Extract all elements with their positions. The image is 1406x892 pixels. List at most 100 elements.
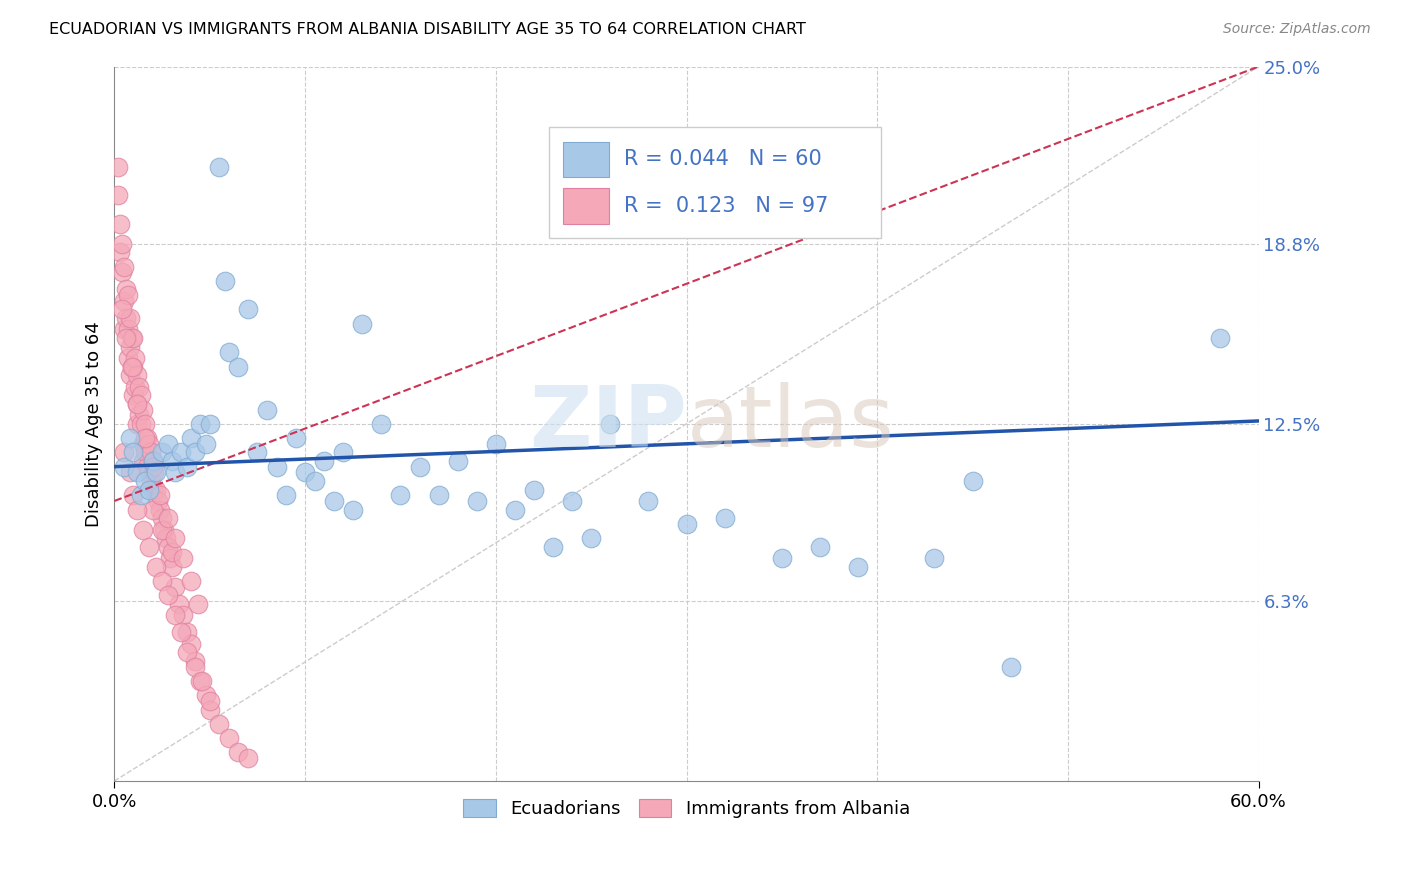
Point [150, 523, 173, 537]
Point [170, 625, 193, 640]
Point [180, 431, 202, 445]
Point [284, 431, 307, 445]
Point [180, 637, 202, 651]
Point [112, 322, 135, 336]
Point [160, 545, 183, 559]
Point [117, 322, 139, 336]
Point [112, 459, 135, 474]
Point [132, 523, 155, 537]
Point [160, 559, 183, 574]
Point [128, 379, 150, 393]
Text: ZIP: ZIP [529, 383, 686, 466]
Point [122, 388, 145, 402]
Point [352, 317, 374, 331]
Point [214, 274, 236, 288]
Point [846, 559, 869, 574]
Point [523, 483, 546, 497]
Point [145, 559, 167, 574]
Point [198, 417, 221, 431]
Point [236, 751, 259, 765]
Point [148, 494, 170, 508]
Point [183, 659, 205, 673]
Point [141, 483, 163, 497]
Point [112, 260, 135, 274]
Point [155, 531, 177, 545]
Point [170, 445, 193, 459]
Point [314, 454, 336, 468]
Point [176, 625, 198, 640]
Point [176, 459, 198, 474]
Point [134, 474, 156, 488]
Point [122, 359, 145, 374]
Point [167, 597, 190, 611]
Point [599, 417, 621, 431]
Point [153, 523, 176, 537]
Point [188, 673, 211, 688]
Point [134, 417, 156, 431]
Point [218, 731, 240, 746]
Point [485, 437, 508, 451]
Point [194, 437, 217, 451]
Point [129, 488, 152, 502]
Point [138, 483, 160, 497]
Point [165, 466, 187, 480]
Point [180, 574, 202, 588]
Point [637, 494, 659, 508]
Point [304, 474, 326, 488]
Point [246, 445, 269, 459]
Point [322, 494, 344, 508]
Point [294, 466, 316, 480]
Point [111, 236, 134, 251]
Point [132, 437, 155, 451]
Point [141, 459, 163, 474]
Point [124, 351, 146, 365]
Point [111, 302, 134, 317]
Point [138, 466, 160, 480]
Point [150, 574, 173, 588]
Point [107, 160, 129, 174]
Point [427, 488, 450, 502]
Point [132, 402, 155, 417]
Point [150, 445, 173, 459]
Text: ECUADORIAN VS IMMIGRANTS FROM ALBANIA DISABILITY AGE 35 TO 64 CORRELATION CHART: ECUADORIAN VS IMMIGRANTS FROM ALBANIA DI… [49, 22, 806, 37]
Point [141, 502, 163, 516]
Point [149, 502, 172, 516]
Point [139, 474, 162, 488]
Point [117, 351, 139, 365]
Point [256, 402, 278, 417]
Point [503, 502, 526, 516]
Point [127, 397, 149, 411]
Point [124, 379, 146, 393]
Point [118, 340, 141, 354]
Point [332, 445, 354, 459]
Point [112, 445, 135, 459]
Point [118, 466, 141, 480]
Point [134, 445, 156, 459]
Point [389, 488, 412, 502]
Point [187, 597, 209, 611]
Point [183, 654, 205, 668]
Point [122, 445, 145, 459]
Point [115, 283, 138, 297]
Point [561, 494, 583, 508]
Point [228, 746, 250, 760]
Point [342, 502, 364, 516]
Point [117, 288, 139, 302]
Point [127, 466, 149, 480]
Point [121, 359, 143, 374]
Point [198, 702, 221, 716]
Point [160, 454, 183, 468]
Point [159, 551, 181, 566]
FancyBboxPatch shape [562, 142, 609, 178]
Point [128, 408, 150, 422]
Point [135, 459, 157, 474]
Point [129, 388, 152, 402]
Point [188, 417, 211, 431]
FancyBboxPatch shape [562, 188, 609, 224]
Point [770, 551, 793, 566]
Point [1209, 331, 1232, 345]
Point [139, 445, 162, 459]
Point [108, 217, 131, 231]
Point [266, 459, 288, 474]
Point [208, 716, 231, 731]
